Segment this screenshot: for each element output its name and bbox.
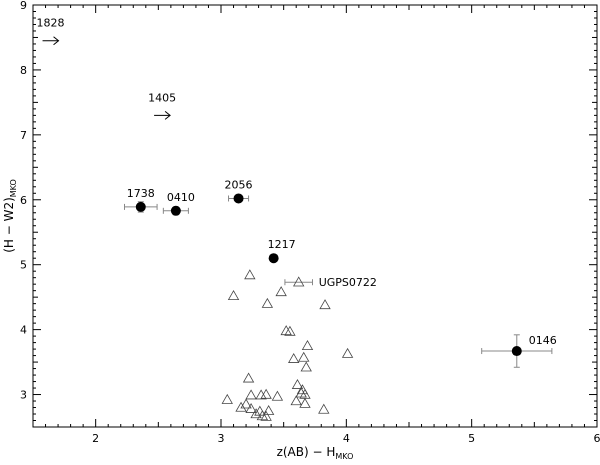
point-labels: UGPS0722 1738 0410 2056 1217 0146 1828 1405 xyxy=(37,17,557,347)
x-tick-label: 5 xyxy=(468,432,475,445)
y-axis-title-sub: MKO xyxy=(9,179,18,197)
triangle-point xyxy=(260,388,272,399)
x-axis-title-sub: MKO xyxy=(335,452,353,461)
triangle-point xyxy=(300,361,312,372)
y-tick-label: 4 xyxy=(20,324,27,337)
triangle-point xyxy=(221,393,233,404)
x-tick-label: 4 xyxy=(343,432,350,445)
triangle-point xyxy=(262,404,275,415)
x-tick-label: 3 xyxy=(218,432,225,445)
point-label: 2056 xyxy=(225,178,253,191)
triangle-point xyxy=(288,353,300,363)
triangle-point xyxy=(290,395,302,406)
triangle-point xyxy=(260,410,272,421)
y-axis-title: (H − W2)MKO xyxy=(2,179,18,253)
y-tick-label: 9 xyxy=(20,0,27,12)
triangle-point xyxy=(299,397,311,408)
triangle-point xyxy=(341,347,354,358)
triangle-point xyxy=(301,340,314,350)
triangle-point xyxy=(256,410,269,421)
triangle-point xyxy=(242,372,255,383)
axis-ticks: 2 3 4 5 6 3 4 5 6 7 8 9 xyxy=(20,0,600,445)
plot-frame xyxy=(32,4,598,428)
limit-arrow-head xyxy=(53,36,60,46)
point-label: 1738 xyxy=(127,187,155,200)
triangle-point xyxy=(295,387,307,398)
triangle-point xyxy=(271,390,284,401)
triangle-point xyxy=(298,351,310,362)
x-axis-title: z(AB) − HMKO xyxy=(277,445,354,461)
point-label: 1217 xyxy=(268,238,296,251)
triangle-point xyxy=(280,325,292,336)
y-tick-label: 8 xyxy=(20,64,27,77)
ugps-point xyxy=(293,276,305,287)
triangle-point xyxy=(244,269,256,280)
data-marks xyxy=(42,36,553,421)
limit-label: 1828 xyxy=(37,17,65,30)
filled-point xyxy=(511,346,522,357)
limit-label: 1405 xyxy=(148,91,176,104)
triangle-point xyxy=(275,286,287,297)
x-tick-label: 2 xyxy=(92,432,99,445)
triangle-point xyxy=(261,297,274,308)
y-tick-label: 5 xyxy=(20,259,27,272)
ugps-label: UGPS0722 xyxy=(319,276,377,289)
triangle-point xyxy=(284,325,296,336)
filled-point xyxy=(135,201,146,212)
filled-point xyxy=(170,205,181,216)
triangle-point xyxy=(291,378,304,389)
triangle-point xyxy=(318,403,330,414)
y-tick-label: 7 xyxy=(20,129,27,142)
triangle-point xyxy=(227,290,240,301)
triangle-point xyxy=(235,401,247,412)
point-label: 0146 xyxy=(529,334,557,347)
filled-point xyxy=(268,253,279,264)
x-tick-label: 6 xyxy=(594,432,600,445)
triangle-point xyxy=(254,405,266,416)
limit-arrow-head xyxy=(164,110,171,120)
triangle-point xyxy=(319,299,331,310)
y-tick-label: 3 xyxy=(20,389,27,402)
filled-point xyxy=(233,193,244,204)
y-tick-label: 6 xyxy=(20,194,27,207)
point-label: 0410 xyxy=(167,191,195,204)
triangle-point xyxy=(245,389,257,400)
triangle-point xyxy=(240,398,252,409)
triangle-point xyxy=(250,408,262,419)
